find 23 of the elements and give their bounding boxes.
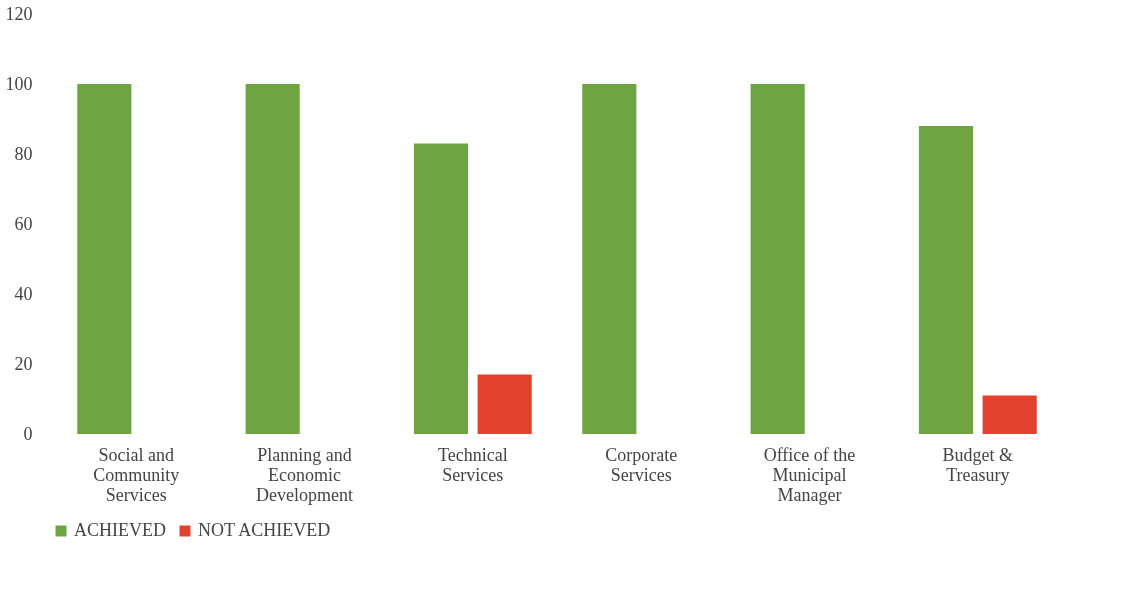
bar — [245, 84, 300, 434]
bar — [77, 84, 132, 434]
bar — [413, 143, 469, 434]
y-tick-label: 20 — [14, 353, 33, 374]
bar — [918, 126, 974, 434]
bar — [477, 374, 532, 434]
x-tick-label: Office of the Municipal Manager — [763, 444, 856, 505]
legend-label: NOT ACHIEVED — [198, 520, 331, 540]
legend-label: ACHIEVED — [74, 520, 166, 540]
y-tick-label: 80 — [14, 143, 33, 164]
x-tick-label: Budget & Treasury — [942, 444, 1014, 485]
y-tick-label: 120 — [5, 3, 33, 24]
x-tick-label: Corporate Services — [605, 444, 678, 485]
y-tick-label: 60 — [14, 213, 33, 234]
bar — [582, 84, 637, 434]
y-tick-label: 0 — [23, 423, 33, 444]
x-tick-label: Social and Community Services — [93, 444, 180, 505]
x-tick-label: Planning and Economic Development — [256, 444, 353, 505]
x-tick-label: Technical Services — [437, 444, 508, 485]
bar — [982, 395, 1037, 434]
y-tick-label: 40 — [14, 283, 33, 304]
y-tick-label: 100 — [5, 73, 33, 94]
bar — [750, 84, 805, 434]
